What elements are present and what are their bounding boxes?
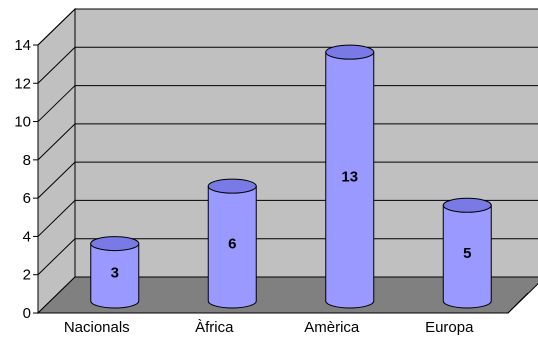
bar-amèrica: 13 (325, 44, 375, 309)
side-wall (37, 7, 76, 315)
bar-europa: 5 (442, 197, 492, 309)
bar-body (325, 51, 375, 309)
data-label: 13 (341, 169, 358, 186)
category-label: Àfrica (195, 319, 234, 336)
bar-àfrica: 6 (207, 178, 257, 309)
category-label: Amèrica (304, 319, 360, 336)
category-labels: Nacionals Àfrica Amèrica Europa (64, 319, 474, 336)
floor-edge (507, 292, 529, 314)
gridline (37, 8, 538, 46)
gridline (37, 85, 538, 122)
y-tick-label: 4 (23, 228, 31, 245)
bars: 3 6 13 5 (90, 44, 492, 309)
bar-top (207, 178, 257, 194)
gridlines (37, 8, 538, 276)
y-tick-label: 2 (23, 267, 31, 284)
floor (36, 276, 538, 314)
gridline (37, 46, 538, 84)
bar-top (325, 44, 375, 60)
category-label: Nacionals (64, 319, 130, 336)
data-label: 5 (463, 245, 471, 262)
chart-walls (36, 7, 538, 315)
bar-body (207, 185, 257, 309)
data-label: 6 (228, 236, 236, 253)
bar-top (442, 197, 492, 213)
gridline (37, 238, 538, 276)
y-tick-label: 14 (14, 37, 31, 54)
bar-nacionals: 3 (90, 236, 140, 309)
bar-body (90, 243, 140, 309)
bar-body (442, 204, 492, 309)
gridline (37, 161, 538, 199)
y-tick-label: 8 (23, 152, 31, 169)
data-label: 3 (111, 264, 119, 281)
y-tick-label: 0 (23, 305, 31, 322)
gridline (37, 123, 538, 161)
category-label: Europa (425, 319, 474, 336)
y-tick-label: 6 (23, 190, 31, 207)
y-axis: 0 2 4 6 8 10 12 14 (14, 37, 529, 322)
gridline (37, 199, 538, 237)
bar-top (90, 236, 140, 252)
y-tick-label: 10 (14, 114, 31, 131)
y-tick-label: 12 (14, 75, 31, 92)
